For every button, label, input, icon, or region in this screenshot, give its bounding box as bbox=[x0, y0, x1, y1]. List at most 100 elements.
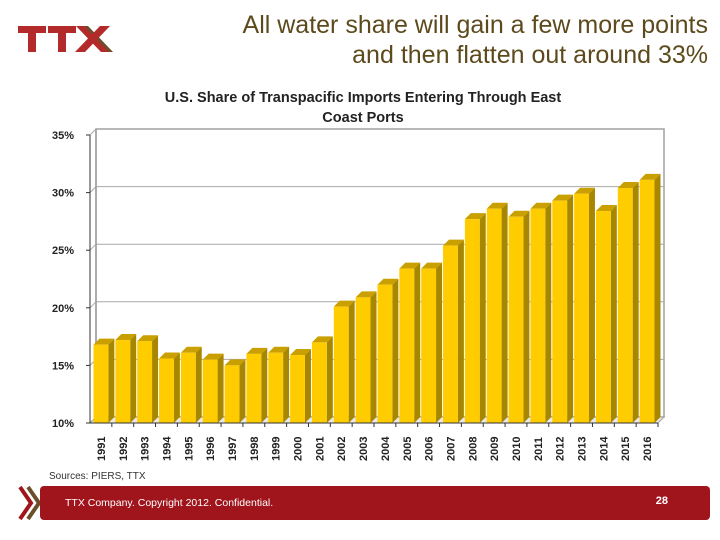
bar-front bbox=[508, 216, 524, 423]
x-tick-label: 2010 bbox=[511, 437, 523, 461]
bar-1999 bbox=[268, 346, 290, 423]
bar-2003 bbox=[355, 291, 377, 423]
x-tick-label: 1996 bbox=[205, 437, 217, 461]
bar-front bbox=[180, 352, 196, 423]
bar-side bbox=[457, 239, 464, 423]
x-tick-label: 2001 bbox=[314, 437, 326, 461]
bar-front bbox=[486, 208, 502, 423]
bar-front bbox=[246, 353, 262, 423]
footer-copyright: TTX Company. Copyright 2012. Confidentia… bbox=[65, 497, 274, 509]
sources-note: Sources: PIERS, TTX bbox=[49, 471, 146, 482]
bar-top bbox=[202, 353, 224, 360]
bar-front bbox=[268, 352, 284, 423]
x-tick-label: 2013 bbox=[577, 437, 589, 461]
bar-top bbox=[355, 291, 377, 298]
bar-top bbox=[333, 300, 355, 307]
chevron-icon bbox=[18, 485, 42, 521]
bar-front bbox=[552, 200, 568, 423]
bar-top bbox=[421, 262, 443, 269]
bar-top bbox=[224, 359, 246, 366]
bar-2008 bbox=[464, 213, 486, 423]
bar-2015 bbox=[617, 181, 639, 423]
bar-top bbox=[377, 278, 399, 285]
bar-2014 bbox=[595, 205, 617, 423]
x-tick-label: 2004 bbox=[380, 436, 392, 461]
bar-1995 bbox=[180, 346, 202, 423]
bar-side bbox=[501, 202, 508, 423]
headline-line-1: All water share will gain a few more poi… bbox=[242, 11, 708, 39]
bar-side bbox=[610, 205, 617, 423]
y-tick-label: 15% bbox=[52, 360, 74, 372]
x-tick-label: 1999 bbox=[271, 437, 283, 461]
y-tick-label: 10% bbox=[52, 418, 74, 430]
bar-front bbox=[311, 342, 327, 423]
gridline-side bbox=[89, 128, 97, 136]
bar-side bbox=[108, 338, 115, 423]
bar-side bbox=[654, 173, 661, 423]
bar-front bbox=[399, 268, 415, 423]
gridline-side bbox=[89, 301, 97, 309]
x-tick-label: 1997 bbox=[227, 437, 239, 461]
headline-line-2: and then flatten out around 33% bbox=[352, 41, 708, 69]
bar-side bbox=[545, 202, 552, 423]
bar-side bbox=[217, 353, 224, 423]
bar-side bbox=[479, 213, 486, 423]
bar-top bbox=[508, 210, 530, 217]
x-tick-label: 1992 bbox=[118, 437, 130, 461]
bar-front bbox=[617, 187, 633, 423]
bar-front bbox=[115, 340, 131, 423]
x-tick-label: 1998 bbox=[249, 437, 261, 461]
bar-top bbox=[617, 181, 639, 188]
bar-2013 bbox=[574, 187, 595, 423]
bar-side bbox=[414, 262, 421, 423]
bar-1997 bbox=[224, 359, 246, 423]
bar-side bbox=[370, 291, 377, 423]
bar-front bbox=[202, 359, 218, 423]
page-number: 28 bbox=[655, 495, 668, 507]
bar-2016 bbox=[639, 173, 661, 423]
x-tick-label: 2012 bbox=[555, 437, 567, 461]
x-tick-label: 2002 bbox=[336, 437, 348, 461]
bar-1994 bbox=[159, 352, 180, 423]
bar-chart: U.S. Share of Transpacific Imports Enter… bbox=[52, 90, 666, 461]
y-tick-label: 30% bbox=[52, 188, 74, 200]
chart-title-line-2: Coast Ports bbox=[322, 110, 403, 126]
bar-front bbox=[224, 365, 240, 423]
bar-top bbox=[486, 202, 508, 209]
bar-top bbox=[464, 213, 486, 220]
bar-top bbox=[399, 262, 421, 269]
bar-top bbox=[443, 239, 464, 246]
bar-2011 bbox=[530, 202, 552, 423]
bar-side bbox=[304, 349, 311, 423]
bar-side bbox=[523, 210, 530, 423]
bar-front bbox=[639, 179, 655, 423]
bar-side bbox=[261, 347, 268, 423]
bar-top bbox=[159, 352, 180, 359]
y-tick-label: 20% bbox=[52, 303, 74, 315]
bar-2012 bbox=[552, 194, 574, 423]
x-tick-label: 1994 bbox=[161, 436, 173, 461]
slide-headline: All water share will gain a few more poi… bbox=[128, 10, 708, 70]
y-tick-label: 25% bbox=[52, 245, 74, 257]
bar-side bbox=[632, 181, 639, 423]
bar-front bbox=[333, 306, 349, 423]
bar-top bbox=[246, 347, 268, 354]
bar-top bbox=[595, 205, 617, 212]
x-tick-label: 2005 bbox=[402, 437, 414, 461]
x-tick-label: 2009 bbox=[489, 437, 501, 461]
bar-front bbox=[421, 268, 437, 423]
bar-2006 bbox=[421, 262, 443, 423]
bar-top bbox=[639, 173, 661, 180]
bar-side bbox=[436, 262, 443, 423]
x-tick-label: 2008 bbox=[467, 437, 479, 461]
bar-front bbox=[377, 284, 393, 423]
bar-side bbox=[567, 194, 574, 423]
bar-2005 bbox=[399, 262, 421, 423]
bar-side bbox=[588, 187, 595, 423]
bar-2000 bbox=[290, 349, 311, 423]
bar-top bbox=[552, 194, 574, 201]
ttx-logo bbox=[18, 26, 113, 52]
x-tick-label: 2007 bbox=[445, 437, 457, 461]
bar-top bbox=[574, 187, 595, 194]
bar-1991 bbox=[93, 338, 115, 423]
